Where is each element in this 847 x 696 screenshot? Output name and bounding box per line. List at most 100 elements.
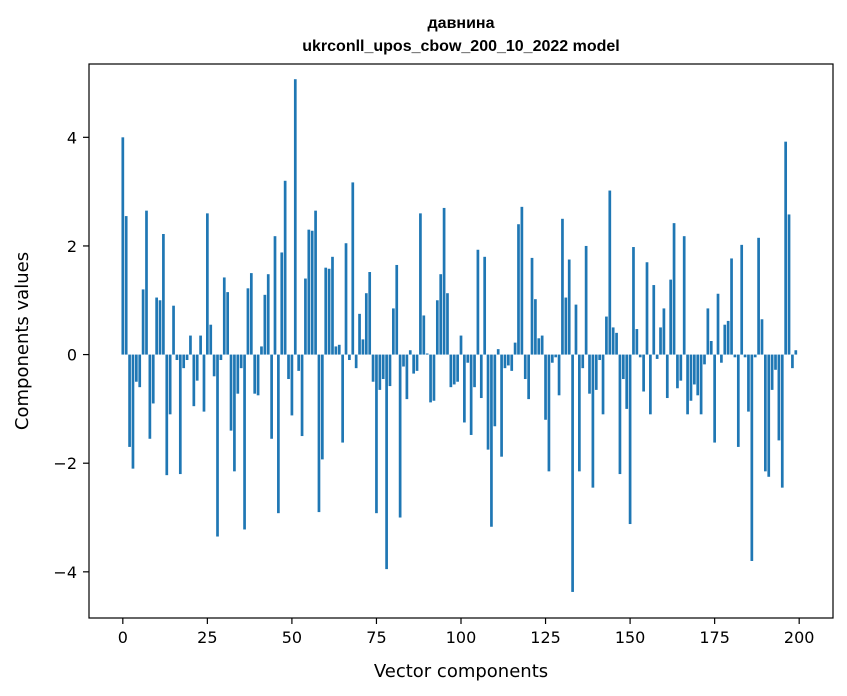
bar-29 xyxy=(219,354,223,361)
bar-77 xyxy=(381,354,385,380)
bar-189 xyxy=(760,319,764,355)
bar-115 xyxy=(510,354,514,371)
bar-99 xyxy=(456,354,459,382)
bar-42 xyxy=(263,294,267,355)
bar-41 xyxy=(260,346,263,355)
bar-144 xyxy=(608,190,612,355)
bar-184 xyxy=(743,354,747,358)
bar-146 xyxy=(615,332,618,355)
bar-32 xyxy=(229,354,233,431)
bar-28 xyxy=(216,354,219,537)
bar-176 xyxy=(716,293,720,355)
bar-16 xyxy=(175,354,179,361)
bar-18 xyxy=(182,354,186,369)
bar-164 xyxy=(676,354,679,389)
bar-20 xyxy=(189,335,192,355)
bar-182 xyxy=(736,354,740,447)
bar-154 xyxy=(642,354,645,392)
bar-23 xyxy=(199,335,202,355)
bar-62 xyxy=(331,256,334,355)
bar-141 xyxy=(598,354,602,361)
bar-194 xyxy=(777,354,781,441)
bar-0 xyxy=(121,137,125,355)
bar-84 xyxy=(405,354,409,400)
bar-148 xyxy=(621,354,625,380)
bars xyxy=(121,79,798,592)
bar-52 xyxy=(297,354,301,371)
bar-43 xyxy=(266,274,270,355)
bar-133 xyxy=(571,354,574,592)
bar-58 xyxy=(317,354,321,513)
bar-157 xyxy=(652,285,656,355)
bar-87 xyxy=(415,354,419,371)
bar-160 xyxy=(662,308,666,355)
bar-56 xyxy=(310,230,314,355)
bar-197 xyxy=(787,214,791,355)
bar-96 xyxy=(446,293,449,355)
x-axis-label: Vector components xyxy=(374,661,548,682)
bar-162 xyxy=(669,279,673,355)
bar-45 xyxy=(273,236,277,355)
bar-53 xyxy=(300,354,304,437)
bar-120 xyxy=(527,354,530,400)
y-tick-label: −2 xyxy=(53,454,77,473)
y-axis-label: Components values xyxy=(12,252,33,430)
x-tick-label: 25 xyxy=(197,628,217,647)
bar-131 xyxy=(564,297,568,355)
bar-57 xyxy=(314,210,317,355)
bar-188 xyxy=(757,237,760,355)
bar-145 xyxy=(611,327,615,355)
bar-46 xyxy=(277,354,280,514)
x-tick-label: 200 xyxy=(784,628,815,647)
bar-76 xyxy=(378,354,382,390)
bar-37 xyxy=(246,288,250,355)
bar-22 xyxy=(195,354,199,381)
bar-98 xyxy=(452,354,456,385)
bar-51 xyxy=(293,79,297,355)
bar-73 xyxy=(368,272,372,355)
bar-153 xyxy=(638,354,642,358)
bar-114 xyxy=(506,354,510,366)
bar-179 xyxy=(726,320,730,355)
bar-83 xyxy=(402,354,405,367)
bar-65 xyxy=(341,354,344,443)
bar-169 xyxy=(692,354,696,385)
bar-6 xyxy=(141,289,145,355)
bar-60 xyxy=(324,267,328,355)
bar-191 xyxy=(767,354,771,477)
x-tick-label: 150 xyxy=(615,628,646,647)
bar-129 xyxy=(557,354,561,396)
bar-158 xyxy=(655,354,659,359)
bar-49 xyxy=(287,354,290,380)
bar-25 xyxy=(206,213,209,355)
x-tick-label: 75 xyxy=(366,628,386,647)
bar-163 xyxy=(672,223,676,355)
bar-26 xyxy=(209,324,213,355)
bar-7 xyxy=(145,210,148,355)
bar-1 xyxy=(124,216,128,355)
bar-80 xyxy=(392,308,395,355)
bar-139 xyxy=(591,354,595,488)
bar-50 xyxy=(290,354,294,416)
bar-91 xyxy=(429,354,432,403)
y-tick-label: 2 xyxy=(67,237,77,256)
x-tick-label: 100 xyxy=(446,628,477,647)
bar-33 xyxy=(233,354,236,472)
bar-13 xyxy=(165,354,169,476)
bar-104 xyxy=(473,354,476,388)
bar-36 xyxy=(243,354,246,530)
bar-11 xyxy=(158,300,162,355)
bar-156 xyxy=(649,354,652,415)
bar-70 xyxy=(358,313,361,355)
bar-122 xyxy=(534,299,537,355)
bar-8 xyxy=(148,354,152,439)
bar-136 xyxy=(581,354,585,369)
bar-12 xyxy=(162,234,165,355)
bar-85 xyxy=(408,350,412,355)
bar-100 xyxy=(459,335,463,355)
bar-143 xyxy=(605,316,608,355)
bar-35 xyxy=(239,354,243,369)
bar-123 xyxy=(537,338,541,355)
bar-27 xyxy=(212,354,216,377)
